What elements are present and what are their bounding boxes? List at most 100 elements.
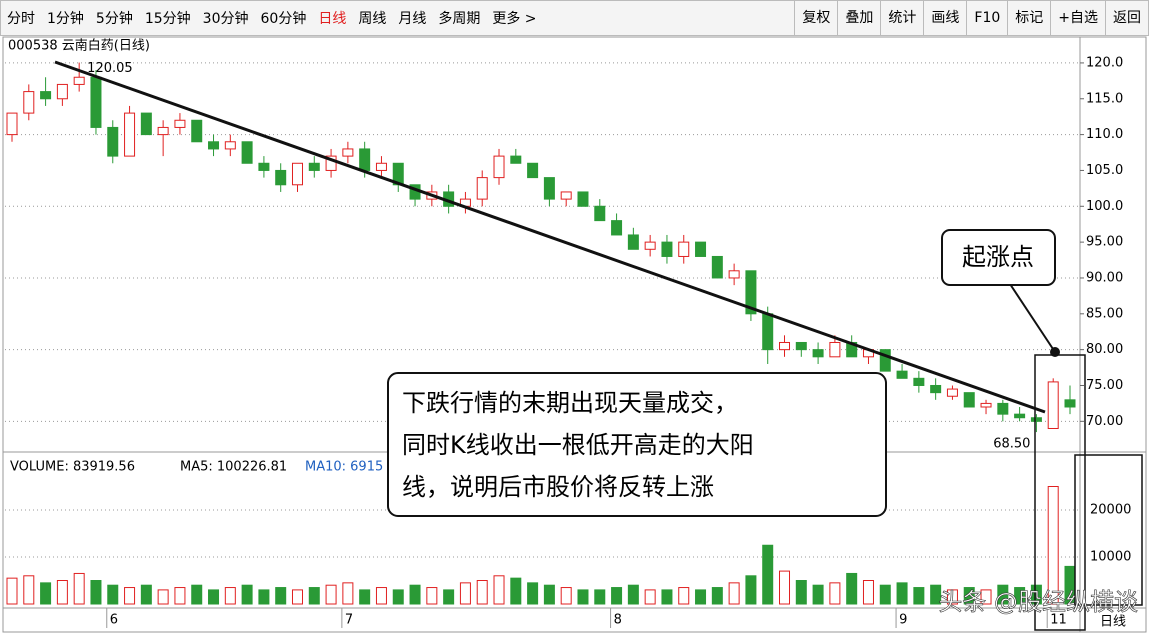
volume-bar xyxy=(543,584,555,605)
candle-body xyxy=(997,402,1009,415)
tools: 复权 叠加 统计 画线 F10 标记 +自选 返回 xyxy=(794,1,1148,35)
volume-bar xyxy=(560,587,572,605)
volume-bar xyxy=(191,584,203,605)
candle-body xyxy=(224,141,236,150)
candle-body xyxy=(56,83,68,100)
volume-bar xyxy=(224,587,236,605)
volume-bar xyxy=(124,587,136,605)
volume-bar xyxy=(779,570,791,605)
volume-bar xyxy=(762,544,774,605)
volume-bar xyxy=(896,582,908,605)
watermark: 头条 @股经纵横谈 xyxy=(938,588,1138,616)
toolbar-button[interactable]: 日线 xyxy=(318,11,347,27)
volume-bar xyxy=(325,584,337,605)
toolbar-button[interactable]: 多周期 xyxy=(438,11,481,27)
callout-box xyxy=(941,229,1056,286)
volume-bar xyxy=(23,575,35,605)
volume-label: VOLUME: 83919.56 xyxy=(10,460,135,475)
volume-bar xyxy=(90,580,102,605)
candle-body xyxy=(577,191,589,207)
candle-body xyxy=(728,270,740,279)
y-tick-label: 105.0 xyxy=(1086,163,1123,178)
candle-body xyxy=(829,341,841,358)
toolbar: 分时 1分钟 5分钟 15分钟 30分钟 60分钟 日线 周线 月线 多周期 更多 > 复权 叠加 统计画… xyxy=(0,0,1149,36)
volume-bar xyxy=(829,582,841,605)
volume-bar xyxy=(678,587,690,605)
x-tick-label: 11 xyxy=(1050,613,1067,628)
candle-body xyxy=(308,162,320,171)
volume-bar xyxy=(711,587,723,605)
volume-bar xyxy=(963,587,975,605)
toolbar-button[interactable]: 统计 xyxy=(880,1,923,35)
highlight-box xyxy=(1074,454,1143,606)
candle-body xyxy=(1064,399,1076,408)
candle-body xyxy=(812,349,824,358)
candle-body xyxy=(896,370,908,379)
toolbar-button[interactable]: 周线 xyxy=(358,11,387,27)
volume-tick-label: 10000 xyxy=(1090,550,1131,565)
volume-bar xyxy=(527,582,539,605)
y-tick-label: 90.00 xyxy=(1086,270,1123,285)
y-tick-label: 85.00 xyxy=(1086,306,1123,321)
y-tick-label: 100.0 xyxy=(1086,199,1123,214)
candle-body xyxy=(510,155,522,164)
candle-body xyxy=(644,241,656,250)
volume-bar xyxy=(6,577,18,605)
x-tick-label: 6 xyxy=(110,613,118,628)
y-tick-label: 110.0 xyxy=(1086,127,1123,142)
volume-bar xyxy=(611,587,623,605)
volume-bar xyxy=(1014,587,1026,605)
toolbar-button[interactable]: 复权 xyxy=(794,1,837,35)
x-tick-label: 8 xyxy=(614,613,622,628)
toolbar-button[interactable]: 5分钟 xyxy=(95,11,133,27)
candle-body xyxy=(1047,381,1059,429)
highlight-box xyxy=(1034,354,1086,631)
toolbar-button[interactable]: 叠加 xyxy=(837,1,880,35)
volume-tick-label: 20000 xyxy=(1090,503,1131,518)
volume-bar xyxy=(375,587,387,605)
volume-bar xyxy=(342,582,354,605)
candle-body xyxy=(560,191,572,200)
toolbar-button[interactable]: 画线 xyxy=(923,1,966,35)
y-tick-label: 95.00 xyxy=(1086,235,1123,250)
candle-body xyxy=(678,241,690,257)
toolbar-button[interactable]: 月线 xyxy=(398,11,427,27)
toolbar-button[interactable]: 返回 xyxy=(1105,1,1148,35)
frame xyxy=(2,36,1147,633)
trend-line xyxy=(54,60,1046,414)
toolbar-button[interactable]: 更多 > xyxy=(492,11,537,27)
candle-body xyxy=(543,177,555,200)
toolbar-button[interactable]: 15分钟 xyxy=(144,11,191,27)
volume-bar xyxy=(459,582,471,605)
toolbar-button[interactable]: +自选 xyxy=(1050,1,1105,35)
volume-bar xyxy=(661,589,673,605)
volume-bar xyxy=(627,584,639,605)
volume-bar xyxy=(359,589,371,605)
toolbar-button[interactable]: 60分钟 xyxy=(260,11,307,27)
ma5-label: MA5: 100226.81 xyxy=(180,460,287,475)
volume-bar xyxy=(946,589,958,605)
volume-bar xyxy=(241,584,253,605)
toolbar-button[interactable]: 1分钟 xyxy=(47,11,84,27)
candle-body xyxy=(913,377,925,386)
candle-body xyxy=(661,241,673,257)
volume-bar xyxy=(157,589,169,605)
callout-text: 同时K线收出一根低开高走的大阳 xyxy=(402,431,754,459)
volume-bar xyxy=(913,587,925,605)
candle-body xyxy=(963,392,975,408)
candle-body xyxy=(476,177,488,200)
toolbar-button[interactable]: 分时 xyxy=(7,11,35,27)
ma10-label: MA10: 6915 xyxy=(305,460,383,475)
toolbar-button[interactable]: 30分钟 xyxy=(202,11,249,27)
volume-bar xyxy=(275,587,287,605)
toolbar-button[interactable]: 标记 xyxy=(1007,1,1050,35)
candle-body xyxy=(208,141,220,150)
callout-box xyxy=(387,372,887,517)
toolbar-button[interactable]: F10 xyxy=(966,1,1007,35)
candle-body xyxy=(1030,417,1042,422)
candle-body xyxy=(375,162,387,171)
volume-bar xyxy=(930,584,942,605)
volume-bar xyxy=(510,577,522,605)
candle-body xyxy=(40,91,52,100)
